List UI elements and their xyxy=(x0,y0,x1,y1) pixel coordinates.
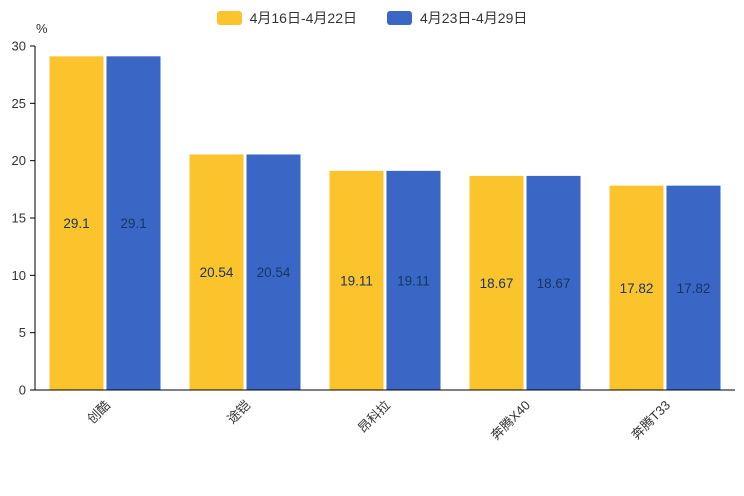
y-axis-tick-label: 25 xyxy=(12,96,26,111)
bar-value-label: 18.67 xyxy=(537,276,571,291)
bar xyxy=(329,170,384,390)
bar-value-label: 17.82 xyxy=(677,281,711,296)
bar-value-label: 19.11 xyxy=(340,273,373,288)
legend: 4月16日-4月22日 4月23日-4月29日 xyxy=(0,8,744,28)
bar-value-label: 29.1 xyxy=(63,216,89,231)
bar xyxy=(666,185,721,390)
bar xyxy=(386,170,441,390)
y-axis-tick-label: 5 xyxy=(19,325,26,340)
x-axis-category-label: 奔腾X40 xyxy=(488,398,533,443)
bar-value-label: 29.1 xyxy=(120,216,146,231)
legend-swatch-week2 xyxy=(387,11,412,25)
x-axis-category-label: 奔腾T33 xyxy=(628,398,673,443)
y-axis-tick-label: 20 xyxy=(12,153,26,168)
x-axis-category-label: 昂科拉 xyxy=(355,398,393,436)
y-axis-tick-label: 15 xyxy=(12,211,26,226)
x-axis-category-label: 创酷 xyxy=(84,398,113,427)
legend-label-week2: 4月23日-4月29日 xyxy=(420,10,528,26)
y-axis-tick-label: 0 xyxy=(19,383,26,398)
legend-swatch-week1 xyxy=(216,11,242,25)
bar xyxy=(469,175,524,390)
bar-value-label: 20.54 xyxy=(200,265,234,280)
y-axis-tick-label: 30 xyxy=(12,39,26,54)
x-axis-category-label: 途铠 xyxy=(224,398,253,427)
bar xyxy=(526,175,581,390)
bar-value-label: 18.67 xyxy=(480,276,514,291)
bar xyxy=(106,56,161,390)
bar-value-label: 17.82 xyxy=(620,281,654,296)
legend-item-week2[interactable]: 4月23日-4月29日 xyxy=(387,8,527,28)
bar-value-label: 19.11 xyxy=(397,273,430,288)
legend-item-week1[interactable]: 4月16日-4月22日 xyxy=(216,8,357,28)
bar xyxy=(189,154,244,390)
bar xyxy=(49,56,104,390)
legend-label-week1: 4月16日-4月22日 xyxy=(249,10,357,26)
bar xyxy=(246,154,301,390)
y-axis-unit-label: % xyxy=(36,21,48,36)
bar xyxy=(609,185,664,390)
bar-value-label: 20.54 xyxy=(257,265,291,280)
y-axis-tick-label: 10 xyxy=(12,268,26,283)
